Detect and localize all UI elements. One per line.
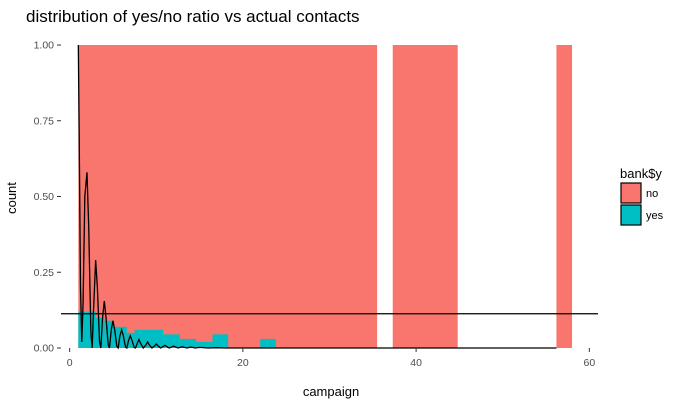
bar-yes-1 — [95, 317, 105, 348]
legend-items: no yes — [620, 182, 664, 226]
legend-title: bank$y — [620, 166, 662, 181]
x-tick-label: 60 — [583, 357, 595, 369]
legend-label-yes: yes — [646, 210, 664, 222]
y-tick-label: 0.00 — [34, 343, 55, 355]
y-tick-label: 0.50 — [34, 191, 55, 203]
x-axis: 0 20 40 60 — [67, 348, 595, 369]
bar-no-0 — [78, 45, 378, 348]
density-curve — [77, 44, 557, 350]
y-tick-label: 0.25 — [34, 267, 55, 279]
y-tick-label: 0.75 — [34, 115, 55, 127]
y-tick-label: 1.00 — [34, 40, 55, 52]
x-axis-label: campaign — [303, 384, 359, 399]
legend-swatch-no — [620, 182, 642, 204]
bar-no-2 — [556, 45, 573, 348]
legend-swatch-yes — [620, 204, 642, 226]
chart-title: distribution of yes/no ratio vs actual c… — [26, 7, 360, 26]
legend: bank$y no yes — [620, 166, 664, 226]
x-tick-label: 20 — [237, 357, 249, 369]
bar-yes-9 — [212, 334, 229, 348]
x-tick-label: 0 — [67, 357, 73, 369]
legend-label-no: no — [646, 188, 658, 200]
bar-yes-10 — [260, 338, 276, 348]
x-tick-label: 40 — [410, 357, 422, 369]
bar-yes-7 — [179, 338, 197, 348]
plot-area — [61, 44, 598, 350]
bar-yes-6 — [163, 334, 180, 348]
y-axis-label: count — [4, 182, 19, 214]
bar-yes-8 — [196, 341, 213, 348]
bar-no-1 — [392, 45, 458, 348]
bar-yes-4 — [126, 332, 135, 348]
y-axis: 0.00 0.25 0.50 0.75 1.00 — [34, 40, 61, 355]
bar-yes-2 — [104, 320, 113, 348]
